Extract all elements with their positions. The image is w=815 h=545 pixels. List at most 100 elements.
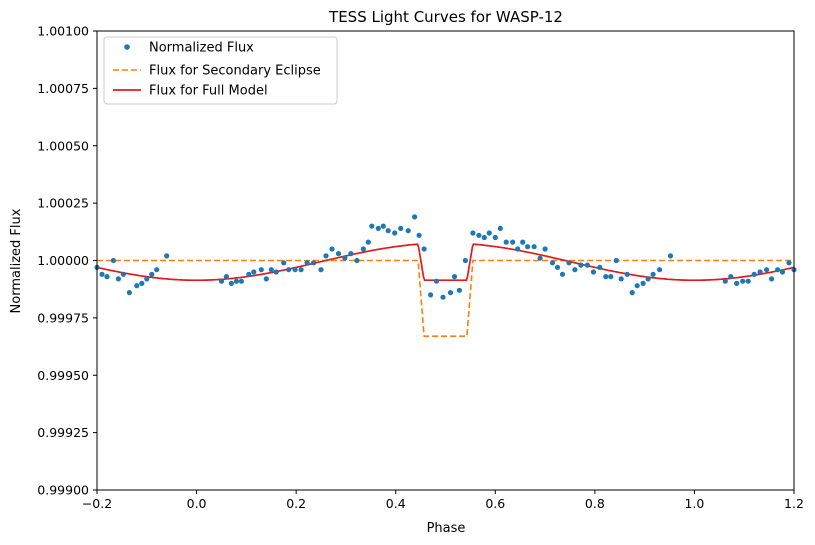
data-point-5 bbox=[120, 271, 126, 277]
data-point-93 bbox=[734, 280, 740, 286]
data-point-48 bbox=[421, 246, 427, 252]
data-point-4 bbox=[115, 276, 121, 282]
data-point-36 bbox=[354, 257, 360, 264]
data-point-31 bbox=[323, 253, 329, 259]
data-point-97 bbox=[757, 269, 763, 275]
data-point-9 bbox=[144, 276, 150, 282]
y-tick-label: 1.00000 bbox=[37, 253, 89, 268]
data-point-64 bbox=[515, 246, 521, 252]
data-point-70 bbox=[549, 260, 556, 266]
data-point-60 bbox=[492, 234, 498, 241]
legend-label-full-model: Flux for Full Model bbox=[149, 84, 268, 99]
y-tick-label: 1.00075 bbox=[37, 81, 89, 96]
plot-area bbox=[94, 30, 797, 491]
data-point-16 bbox=[233, 278, 239, 284]
data-point-3 bbox=[110, 257, 116, 264]
data-point-49 bbox=[428, 292, 434, 298]
data-point-10 bbox=[149, 271, 155, 277]
data-point-41 bbox=[380, 223, 386, 229]
legend-frame bbox=[103, 36, 338, 105]
data-point-63 bbox=[510, 239, 516, 245]
data-point-79 bbox=[603, 274, 609, 280]
data-point-52 bbox=[447, 290, 454, 296]
data-point-78 bbox=[597, 264, 603, 270]
data-point-30 bbox=[318, 267, 324, 273]
data-point-55 bbox=[462, 257, 468, 264]
data-point-85 bbox=[634, 283, 640, 289]
data-point-68 bbox=[537, 255, 543, 261]
data-point-99 bbox=[769, 276, 775, 282]
data-point-32 bbox=[329, 246, 335, 252]
data-point-37 bbox=[360, 246, 366, 252]
data-point-74 bbox=[572, 267, 578, 273]
data-point-54 bbox=[456, 287, 462, 293]
x-tick-label: −0.2 bbox=[82, 496, 112, 511]
data-point-38 bbox=[365, 239, 371, 245]
data-point-72 bbox=[559, 271, 566, 277]
x-tick-label: 0.4 bbox=[386, 496, 406, 511]
data-point-22 bbox=[268, 267, 274, 273]
data-point-82 bbox=[618, 276, 624, 282]
data-point-101 bbox=[779, 269, 786, 275]
data-point-39 bbox=[369, 223, 375, 229]
data-point-58 bbox=[481, 234, 487, 241]
data-point-1 bbox=[99, 271, 105, 277]
data-point-40 bbox=[375, 225, 381, 231]
data-point-23 bbox=[273, 269, 279, 275]
data-point-17 bbox=[238, 278, 244, 284]
data-point-76 bbox=[584, 262, 591, 268]
data-point-65 bbox=[520, 239, 526, 245]
y-tick-label: 1.00050 bbox=[37, 138, 89, 153]
data-point-91 bbox=[722, 278, 728, 284]
data-point-8 bbox=[139, 280, 145, 286]
data-point-89 bbox=[657, 267, 663, 273]
series-line-full-model bbox=[96, 243, 795, 282]
data-point-42 bbox=[385, 228, 391, 234]
data-point-45 bbox=[405, 228, 411, 234]
data-point-66 bbox=[525, 244, 531, 250]
data-point-29 bbox=[311, 260, 317, 266]
data-point-71 bbox=[554, 264, 561, 270]
data-point-2 bbox=[104, 274, 110, 280]
data-point-67 bbox=[531, 244, 537, 250]
data-point-95 bbox=[745, 278, 751, 284]
series-line-secondary-eclipse bbox=[97, 259, 794, 338]
x-tick-label: 1.0 bbox=[684, 496, 704, 511]
data-point-15 bbox=[228, 280, 234, 286]
data-point-35 bbox=[348, 251, 354, 257]
data-point-34 bbox=[342, 255, 348, 261]
data-point-18 bbox=[246, 271, 252, 277]
data-point-20 bbox=[258, 267, 264, 273]
data-point-26 bbox=[292, 267, 298, 273]
data-point-75 bbox=[578, 262, 584, 268]
x-tick-label: 0.8 bbox=[585, 496, 605, 511]
data-point-83 bbox=[624, 271, 630, 277]
data-point-80 bbox=[608, 274, 614, 280]
data-point-98 bbox=[764, 267, 770, 273]
data-point-92 bbox=[728, 274, 734, 280]
y-tick-label: 1.00100 bbox=[37, 24, 89, 39]
data-point-56 bbox=[470, 230, 476, 236]
data-point-96 bbox=[751, 271, 757, 277]
data-point-59 bbox=[486, 230, 492, 236]
x-axis-label: Phase bbox=[427, 521, 466, 536]
data-point-14 bbox=[223, 274, 229, 280]
data-point-86 bbox=[640, 280, 646, 286]
data-point-25 bbox=[286, 267, 292, 273]
data-point-77 bbox=[590, 269, 597, 275]
data-point-61 bbox=[497, 225, 503, 231]
y-tick-label: 0.99925 bbox=[37, 425, 89, 440]
legend-marker-normalized-flux bbox=[124, 44, 130, 50]
x-tick-label: 0.6 bbox=[485, 496, 505, 511]
data-point-24 bbox=[281, 260, 287, 266]
data-point-102 bbox=[786, 260, 792, 266]
x-axis-ticks: −0.2 0.0 0.2 0.4 0.6 0.8 1.0 1.2 bbox=[82, 490, 804, 511]
y-tick-label: 1.00025 bbox=[37, 196, 89, 211]
data-point-87 bbox=[645, 276, 651, 282]
data-point-21 bbox=[263, 276, 269, 282]
data-point-90 bbox=[667, 253, 674, 259]
data-point-62 bbox=[503, 239, 509, 245]
data-point-88 bbox=[650, 271, 656, 277]
data-point-33 bbox=[335, 251, 342, 257]
data-point-12 bbox=[164, 253, 170, 259]
